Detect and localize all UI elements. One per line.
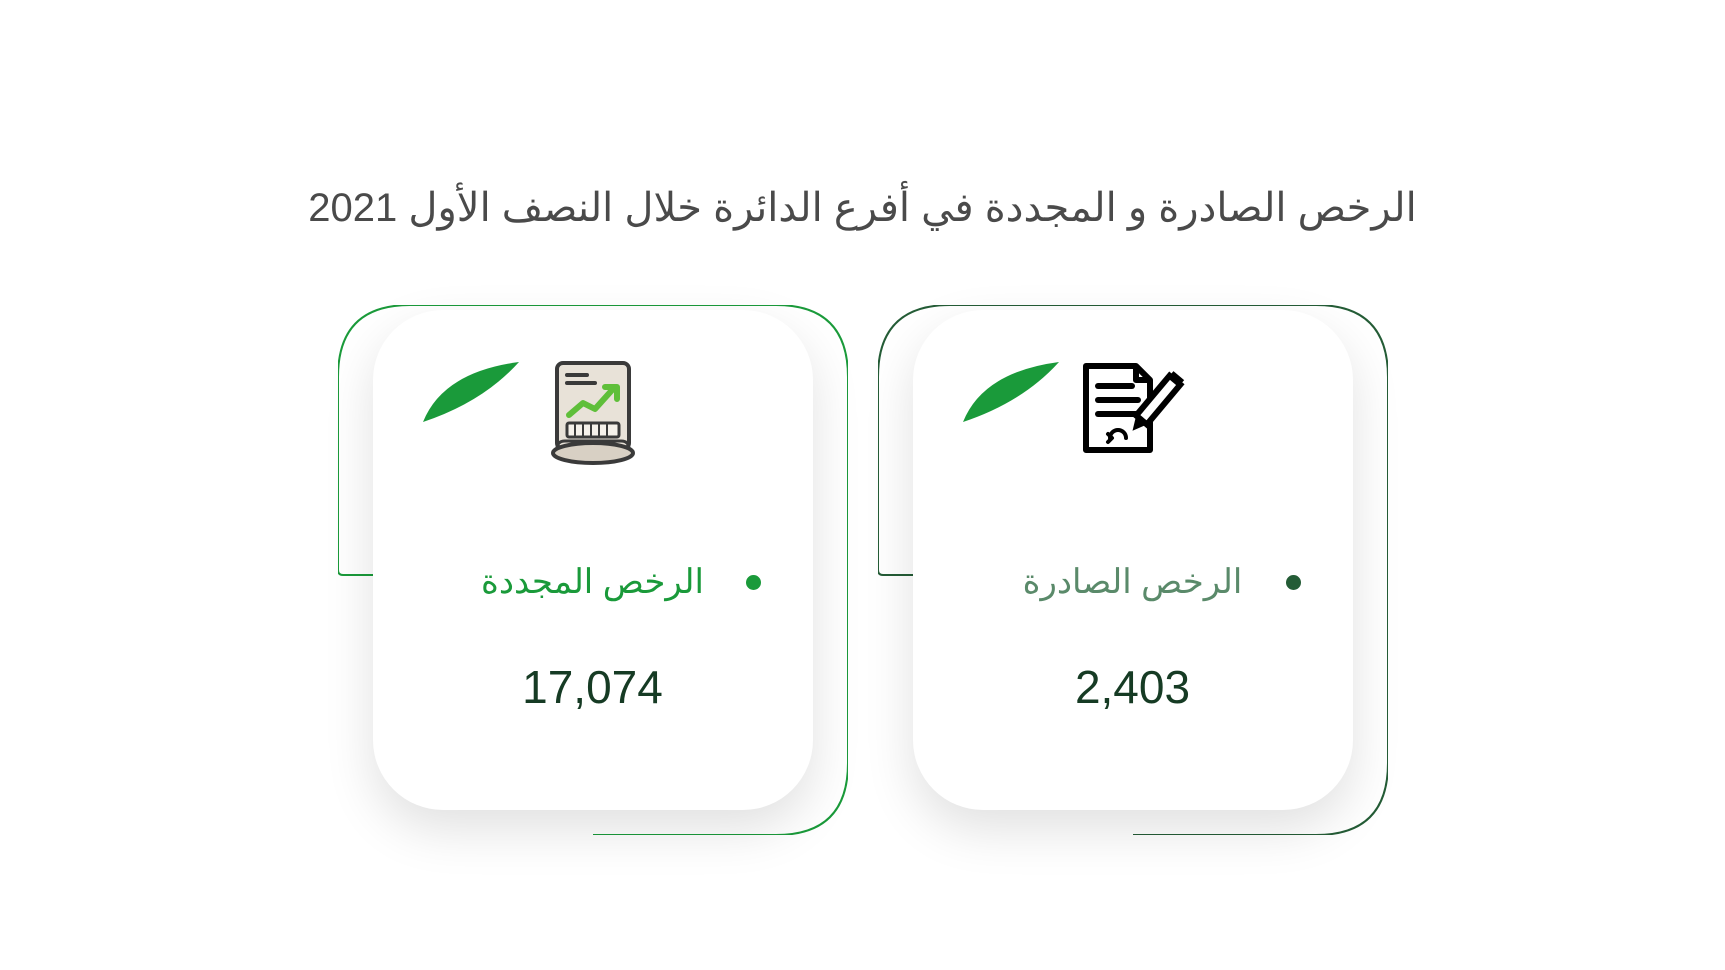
document-pencil-icon (1078, 355, 1188, 465)
page-title: الرخص الصادرة و المجددة في أفرع الدائرة … (0, 185, 1725, 231)
card-label-row: الرخص المجددة (373, 562, 813, 602)
card-label: الرخص الصادرة (1023, 562, 1243, 602)
leaf-accent (423, 362, 519, 422)
bullet-icon (746, 575, 761, 590)
card-body: الرخص المجددة 17,074 (373, 310, 813, 810)
card-issued: الرخص الصادرة 2,403 (878, 305, 1388, 835)
cards-container: الرخص المجددة 17,074 (338, 305, 1388, 835)
scroll-chart-icon (538, 355, 648, 465)
card-body: الرخص الصادرة 2,403 (913, 310, 1353, 810)
card-renewed: الرخص المجددة 17,074 (338, 305, 848, 835)
card-label-row: الرخص الصادرة (913, 562, 1353, 602)
bullet-icon (1286, 575, 1301, 590)
leaf-accent (963, 362, 1059, 422)
card-value: 2,403 (913, 660, 1353, 714)
card-label: الرخص المجددة (481, 562, 704, 602)
card-value: 17,074 (373, 660, 813, 714)
